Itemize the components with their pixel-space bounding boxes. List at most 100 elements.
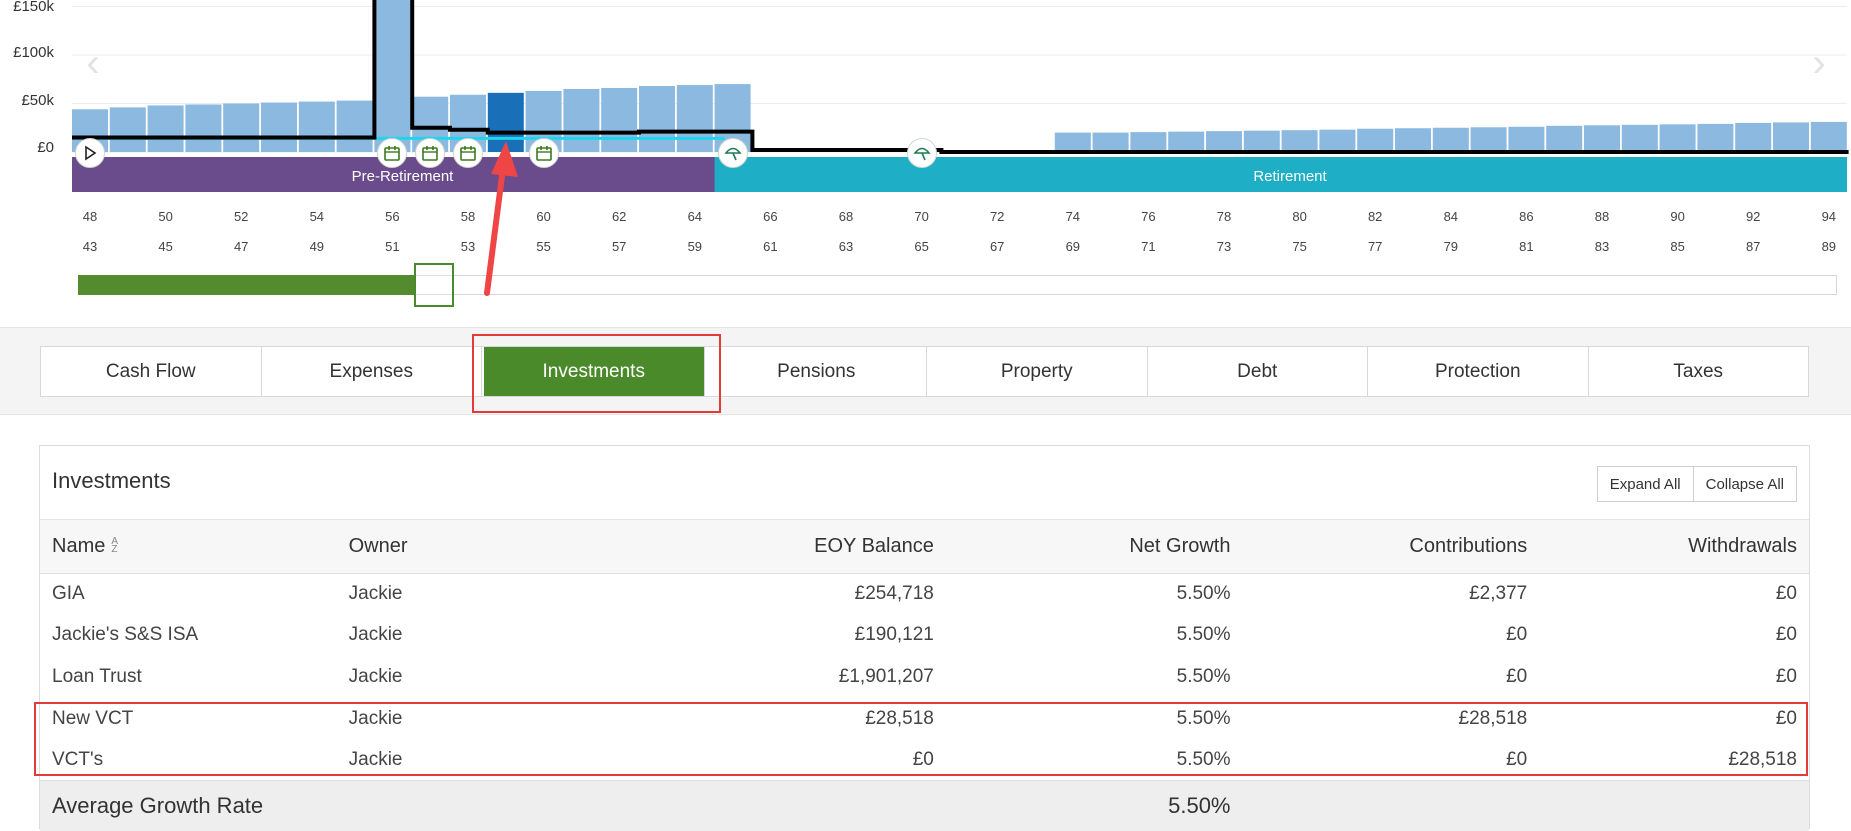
cell-eoy-balance: £254,718 xyxy=(854,583,934,605)
calendar-icon[interactable] xyxy=(377,138,408,168)
age-label-primary: 90 xyxy=(1670,209,1685,224)
age-label-secondary: 45 xyxy=(158,239,173,254)
age-label-secondary: 53 xyxy=(460,239,476,254)
tab-investments[interactable]: Investments xyxy=(484,347,705,396)
table-row[interactable]: VCT's Jackie £0 5.50% £0 £28,518 xyxy=(40,739,1809,781)
chart-bar xyxy=(1621,124,1658,152)
chart-bar xyxy=(563,88,600,152)
tab-cash-flow[interactable]: Cash Flow xyxy=(41,347,262,396)
cell-name: New VCT xyxy=(52,707,134,729)
cell-eoy-balance: £190,121 xyxy=(854,624,934,646)
cash-flow-timeline-chart: £150k £100k £50k £0 ‹ › Pre-Retirement R… xyxy=(0,0,1851,327)
chart-bar xyxy=(1735,122,1772,152)
age-label-primary: 50 xyxy=(158,209,173,224)
age-label-secondary: 77 xyxy=(1367,239,1383,254)
chart-bar xyxy=(1281,130,1318,152)
chevron-left-icon[interactable]: ‹ xyxy=(86,41,100,85)
column-header-name-label: Name xyxy=(52,534,106,557)
table-row[interactable]: Jackie's S&S ISA Jackie £190,121 5.50% £… xyxy=(40,615,1809,657)
age-label-primary: 92 xyxy=(1745,209,1761,224)
investments-panel: Investments Expand All Collapse All Name… xyxy=(39,445,1810,831)
phase-label-retirement: Retirement xyxy=(1253,168,1327,185)
cell-withdrawals: £0 xyxy=(1775,665,1797,687)
y-tick-label: £50k xyxy=(21,92,54,109)
calendar-icon[interactable] xyxy=(415,138,446,168)
age-label-secondary: 79 xyxy=(1443,239,1459,254)
age-label-primary: 66 xyxy=(763,209,778,224)
average-growth-row: Average Growth Rate 5.50% xyxy=(40,780,1809,831)
empty-cell xyxy=(1539,781,1809,831)
column-header-eoy-balance[interactable]: EOY Balance xyxy=(814,534,934,557)
column-header-net-growth[interactable]: Net Growth xyxy=(1129,534,1231,557)
column-header-withdrawals[interactable]: Withdrawals xyxy=(1688,534,1797,557)
age-label-primary: 80 xyxy=(1292,209,1307,224)
age-label-primary: 76 xyxy=(1141,209,1156,224)
tab-property[interactable]: Property xyxy=(927,347,1148,396)
age-label-secondary: 73 xyxy=(1216,239,1232,254)
chart-bar xyxy=(1395,128,1431,152)
age-label-secondary: 43 xyxy=(82,239,98,254)
chart-bar xyxy=(1092,132,1129,152)
age-label-primary: 68 xyxy=(838,209,854,224)
tab-taxes[interactable]: Taxes xyxy=(1588,347,1808,396)
timeline-slider-handle[interactable] xyxy=(414,263,454,307)
chart-bar xyxy=(1584,125,1620,152)
column-header-name[interactable]: Name A Z xyxy=(40,520,337,573)
cell-net-growth: 5.50% xyxy=(1176,583,1231,605)
calendar-icon[interactable] xyxy=(528,138,559,168)
cell-net-growth: 5.50% xyxy=(1176,624,1231,646)
chart-bar xyxy=(261,102,297,152)
age-label-secondary: 59 xyxy=(687,239,703,254)
chart-bar xyxy=(298,101,335,152)
age-label-primary: 88 xyxy=(1594,209,1610,224)
expand-all-button[interactable]: Expand All xyxy=(1597,467,1693,501)
chart-bar xyxy=(639,86,675,152)
age-label-primary: 70 xyxy=(914,209,929,224)
chart-bar xyxy=(1546,125,1583,152)
cell-withdrawals: £0 xyxy=(1775,707,1797,729)
empty-cell xyxy=(1243,781,1540,831)
tab-bar: Cash Flow Expenses Investments Pensions … xyxy=(40,346,1809,397)
column-header-owner[interactable]: Owner xyxy=(348,534,408,557)
play-icon[interactable] xyxy=(75,138,105,168)
column-header-contributions[interactable]: Contributions xyxy=(1409,534,1528,557)
phase-label-pre-retirement: Pre-Retirement xyxy=(351,168,454,185)
age-label-secondary: 75 xyxy=(1292,239,1307,254)
umbrella-icon[interactable] xyxy=(906,138,937,168)
umbrella-icon[interactable] xyxy=(717,138,748,168)
age-label-secondary: 61 xyxy=(763,239,778,254)
table-row[interactable]: Loan Trust Jackie £1,901,207 5.50% £0 £0 xyxy=(40,656,1809,698)
cell-contributions: £0 xyxy=(1506,665,1528,687)
table-header-row: Name A Z Owner EOY Balance Net Growth Cont… xyxy=(40,520,1809,573)
cell-name: Loan Trust xyxy=(52,665,142,687)
table-row[interactable]: GIA Jackie £254,718 5.50% £2,377 £0 xyxy=(40,573,1809,615)
tab-expenses[interactable]: Expenses xyxy=(261,347,482,396)
chart-bar xyxy=(1508,126,1545,152)
average-growth-label: Average Growth Rate xyxy=(52,793,264,819)
chart-bar xyxy=(1357,128,1394,152)
age-label-secondary: 83 xyxy=(1594,239,1610,254)
age-label-primary: 54 xyxy=(309,209,325,224)
expand-collapse-group: Expand All Collapse All xyxy=(1596,466,1797,502)
age-label-secondary: 71 xyxy=(1141,239,1156,254)
chart-bar xyxy=(1773,122,1809,152)
chevron-right-icon[interactable]: › xyxy=(1812,41,1826,85)
age-label-primary: 62 xyxy=(611,209,627,224)
collapse-all-button[interactable]: Collapse All xyxy=(1692,467,1796,501)
y-tick-label: £100k xyxy=(13,44,54,61)
calendar-icon[interactable] xyxy=(453,138,483,168)
tab-protection[interactable]: Protection xyxy=(1368,347,1589,396)
age-label-primary: 56 xyxy=(385,209,400,224)
chart-bar xyxy=(601,87,638,152)
tab-pensions[interactable]: Pensions xyxy=(706,347,927,396)
investments-table: Name A Z Owner EOY Balance Net Growth Cont… xyxy=(40,520,1809,831)
age-label-primary: 82 xyxy=(1367,209,1383,224)
tab-debt[interactable]: Debt xyxy=(1147,347,1368,396)
chart-bar xyxy=(147,105,184,152)
age-label-secondary: 69 xyxy=(1065,239,1081,254)
cell-withdrawals: £0 xyxy=(1775,624,1797,646)
age-label-primary: 78 xyxy=(1216,209,1232,224)
cell-contributions: £0 xyxy=(1506,624,1528,646)
table-row[interactable]: New VCT Jackie £28,518 5.50% £28,518 £0 xyxy=(40,698,1809,740)
